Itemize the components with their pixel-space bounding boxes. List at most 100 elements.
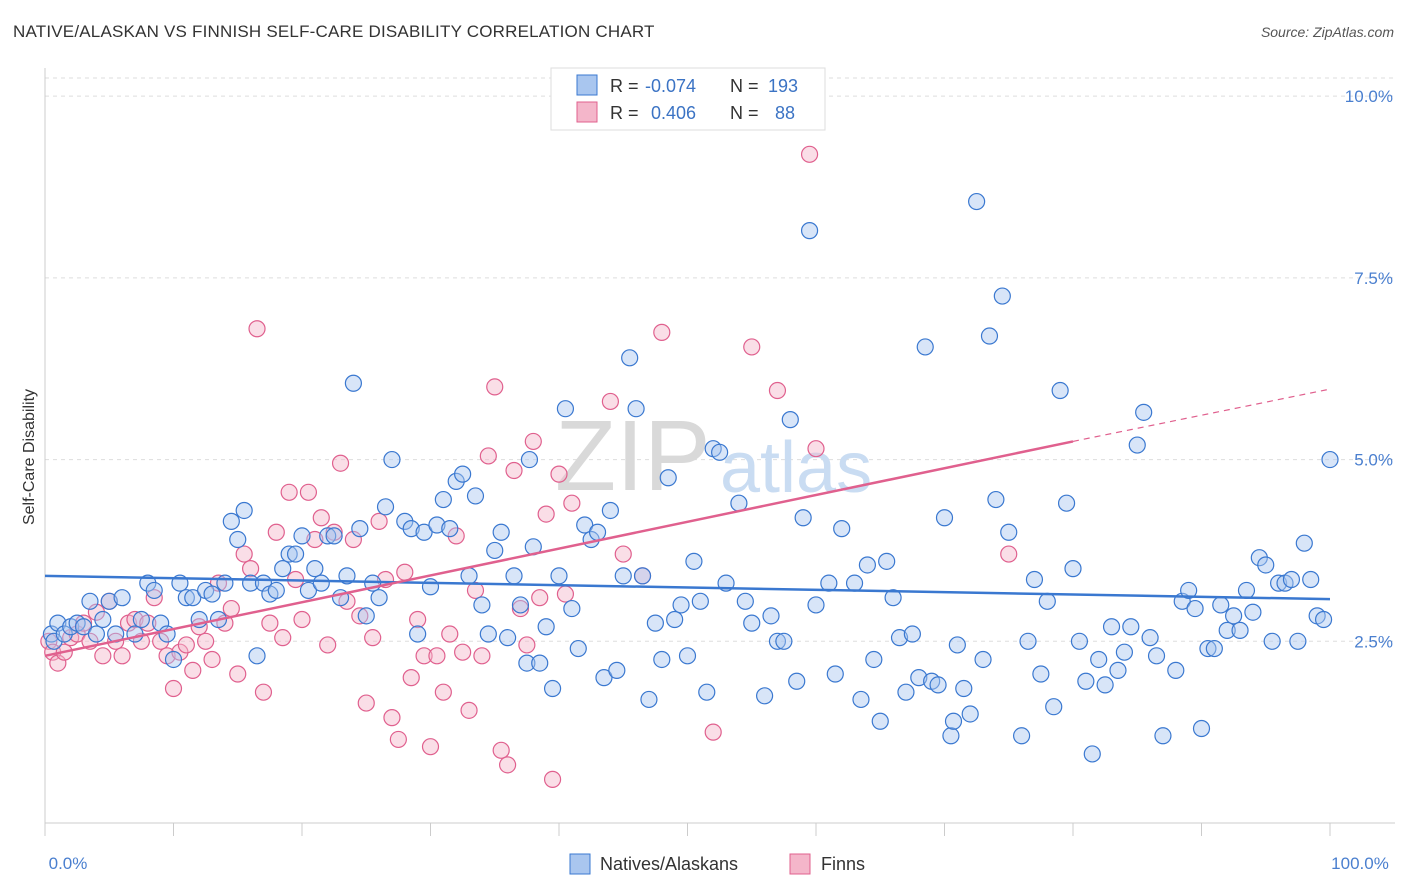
natives-point (1269, 574, 1288, 592)
natives-point (807, 596, 825, 614)
bottom-legend-blue-label: Natives/Alaskans (600, 854, 738, 874)
natives-point (878, 552, 896, 570)
natives-point (852, 690, 870, 709)
natives-point (711, 443, 729, 461)
natives-point (100, 592, 118, 610)
watermark-zip: ZIP (555, 400, 711, 512)
natives-point (1212, 596, 1230, 614)
finns-point (396, 563, 414, 581)
finns-points (40, 145, 1018, 788)
natives-point (1295, 534, 1313, 552)
natives-point (1186, 599, 1204, 618)
natives-point (672, 596, 690, 614)
natives-point (698, 683, 716, 701)
natives-point (646, 614, 664, 632)
natives-point (1032, 665, 1050, 683)
finns-point (331, 454, 350, 472)
finns-point (357, 694, 375, 712)
trend-lines (44, 388, 1331, 658)
natives-point (1141, 629, 1159, 647)
natives-point (1109, 661, 1127, 679)
natives-point (601, 501, 620, 520)
natives-point (736, 592, 754, 610)
natives-point (1237, 581, 1256, 600)
finns-point (113, 647, 131, 665)
finns-point (274, 629, 292, 647)
bottom-legend-blue-swatch (569, 853, 591, 875)
finns-point (242, 560, 260, 578)
natives-point (974, 650, 992, 669)
natives-point (666, 610, 684, 629)
natives-point (1122, 618, 1140, 636)
finns-point (306, 530, 324, 549)
natives-point (1128, 436, 1146, 454)
natives-point (1321, 450, 1339, 469)
finns-point (248, 320, 266, 338)
natives-point (576, 516, 594, 534)
natives-point (286, 545, 305, 563)
natives-point (370, 589, 388, 607)
natives-point (473, 596, 491, 614)
natives-point (1231, 621, 1249, 639)
finns-point (409, 610, 427, 629)
natives-point (884, 589, 902, 607)
finns-point (421, 738, 440, 756)
finns-point (550, 465, 568, 483)
natives-point (1025, 570, 1044, 589)
natives-point (944, 712, 963, 730)
natives-point (685, 552, 703, 570)
natives-point (871, 712, 889, 730)
natives-point (948, 636, 966, 654)
y-tick-label: 10.0% (1345, 87, 1393, 106)
natives-point (177, 589, 195, 607)
finns-point (556, 585, 575, 603)
natives-point (518, 654, 536, 672)
natives-point (1064, 560, 1082, 578)
natives-point (775, 632, 793, 650)
natives-point (781, 411, 799, 429)
legend-box: R = -0.074 N = 193 R = 0.406 N = 88 (550, 67, 826, 131)
finns-point (370, 512, 388, 530)
finns-point (222, 599, 240, 618)
natives-point (1038, 592, 1056, 610)
natives-point (415, 523, 433, 541)
natives-point (49, 614, 67, 632)
natives-point (351, 520, 369, 538)
natives-point (993, 287, 1011, 305)
natives-point (511, 596, 530, 614)
y-tick-label: 2.5% (1354, 632, 1393, 651)
finns-point (203, 650, 221, 669)
natives-point (402, 520, 420, 538)
natives-point (1096, 676, 1114, 694)
natives-point (376, 498, 395, 516)
natives-trend-line (44, 574, 1331, 601)
natives-point (409, 625, 427, 643)
finns-point (473, 647, 491, 665)
natives-point (1180, 581, 1198, 600)
natives-point (274, 560, 292, 578)
natives-point (929, 676, 947, 694)
natives-point (299, 581, 318, 600)
natives-point (319, 527, 337, 545)
finns-point (402, 669, 420, 687)
legend-pink-n-label: N = (730, 103, 759, 123)
finns-point (518, 636, 536, 654)
natives-point (826, 665, 844, 683)
natives-point (460, 567, 478, 585)
natives-point (164, 650, 183, 669)
natives-point (126, 625, 144, 643)
finns-point (267, 523, 285, 541)
finns-point (807, 440, 825, 458)
natives-point (1205, 639, 1223, 658)
finns-trend-extension (1072, 388, 1331, 443)
finns-point (479, 447, 497, 465)
natives-point (1090, 650, 1108, 669)
natives-point (466, 487, 485, 505)
finns-point (492, 741, 510, 759)
y-tick-label: 7.5% (1354, 269, 1393, 288)
natives-point (608, 661, 626, 679)
natives-point (87, 625, 106, 643)
natives-point (280, 545, 298, 563)
finns-point (524, 432, 542, 451)
natives-point (203, 585, 221, 603)
